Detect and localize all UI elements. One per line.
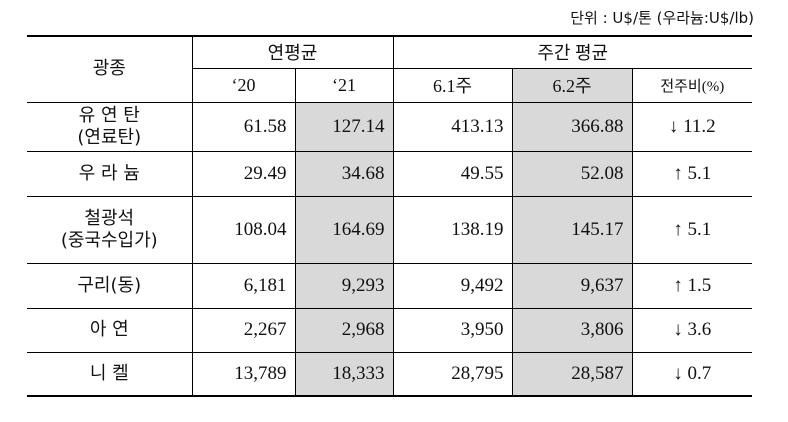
label-line: 아 연 (89, 319, 129, 340)
header-cell: ‘21 (294, 67, 394, 103)
change-cell: ↓ 3.6 (631, 307, 753, 353)
row-label: 구리(동) (27, 262, 193, 309)
value-cell: 52.08 (511, 150, 633, 197)
value-cell: 9,293 (294, 262, 394, 309)
data-row: 니 켈 13,789 18,333 28,795 28,587 ↓ 0.7 (27, 351, 753, 397)
label-line: 우 라 늄 (78, 162, 140, 184)
change-cell: ↑ 5.1 (631, 195, 753, 264)
label-line: (연료탄) (77, 126, 142, 148)
header-cell: 6.2주 (511, 67, 633, 103)
change-cell: ↓ 11.2 (631, 101, 753, 152)
data-row: 아 연 2,267 2,968 3,950 3,806 ↓ 3.6 (27, 307, 753, 353)
value-cell: 18,333 (294, 351, 394, 397)
label-line: 구리(동) (77, 274, 142, 296)
data-row: 구리(동) 6,181 9,293 9,492 9,637 ↑ 1.5 (27, 262, 753, 309)
value-cell: 9,492 (392, 262, 513, 309)
header-cell: 전주비(%) (631, 67, 753, 103)
header-cell: ‘20 (192, 67, 296, 103)
header-cell: 연평균 (191, 35, 394, 69)
value-cell: 28,587 (511, 351, 633, 397)
row-label: 철광석 (중국수입가) (27, 195, 193, 264)
label-line: 니 켈 (89, 362, 129, 384)
value-cell: 127.14 (294, 101, 394, 152)
label-line: 철광석 (84, 207, 135, 229)
value-cell: 3,806 (511, 307, 633, 353)
unit-note: 단위 : U$/톤 (우라늄:U$/lb) (570, 9, 754, 27)
change-cell: ↑ 1.5 (631, 262, 753, 309)
value-cell: 9,637 (511, 262, 633, 309)
value-cell: 6,181 (191, 262, 296, 309)
value-cell: 13,789 (191, 351, 296, 397)
label-line: 유 연 탄 (78, 104, 140, 126)
table-body: 광종 연평균 주간 평균 ‘20 ‘21 6.1주 6.2주 전주비(%) 유 연 탄(… (27, 35, 753, 397)
value-cell: 2,968 (294, 307, 394, 353)
data-row: 유 연 탄 (연료탄) 61.58 127.14 413.13 366.88 ↓ 11.2 (27, 101, 753, 152)
value-cell: 2,267 (191, 307, 296, 353)
header-cell: 6.1주 (392, 67, 513, 103)
row-label: 유 연 탄 (연료탄) (27, 101, 193, 152)
header-row: 광종 연평균 주간 평균 (27, 35, 753, 103)
header-cell: 주간 평균 (392, 35, 753, 69)
value-cell: 413.13 (392, 101, 513, 152)
change-cell: ↑ 5.1 (631, 150, 753, 197)
value-cell: 145.17 (511, 195, 633, 264)
row-label: 니 켈 (27, 351, 193, 397)
value-cell: 366.88 (511, 101, 633, 152)
value-cell: 164.69 (294, 195, 394, 264)
value-cell: 3,950 (392, 307, 513, 353)
value-cell: 61.58 (191, 101, 296, 152)
price-table: 광종 연평균 주간 평균 ‘20 ‘21 6.1주 6.2주 전주비(%) 유 연 탄(… (27, 35, 753, 397)
row-label: 아 연 (27, 307, 193, 353)
value-cell: 29.49 (191, 150, 296, 197)
value-cell: 108.04 (191, 195, 296, 264)
label-line: (중국수입가) (60, 229, 158, 251)
value-cell: 28,795 (392, 351, 513, 397)
row-label: 우 라 늄 (27, 150, 193, 197)
header-cell: 광종 (27, 35, 193, 103)
value-cell: 138.19 (392, 195, 513, 264)
value-cell: 34.68 (294, 150, 394, 197)
data-row: 철광석 (중국수입가) 108.04 164.69 138.19 145.17 ↑ 5.1 (27, 195, 753, 264)
value-cell: 49.55 (392, 150, 513, 197)
data-row: 우 라 늄 29.49 34.68 49.55 52.08 ↑ 5.1 (27, 150, 753, 197)
change-cell: ↓ 0.7 (631, 351, 753, 397)
